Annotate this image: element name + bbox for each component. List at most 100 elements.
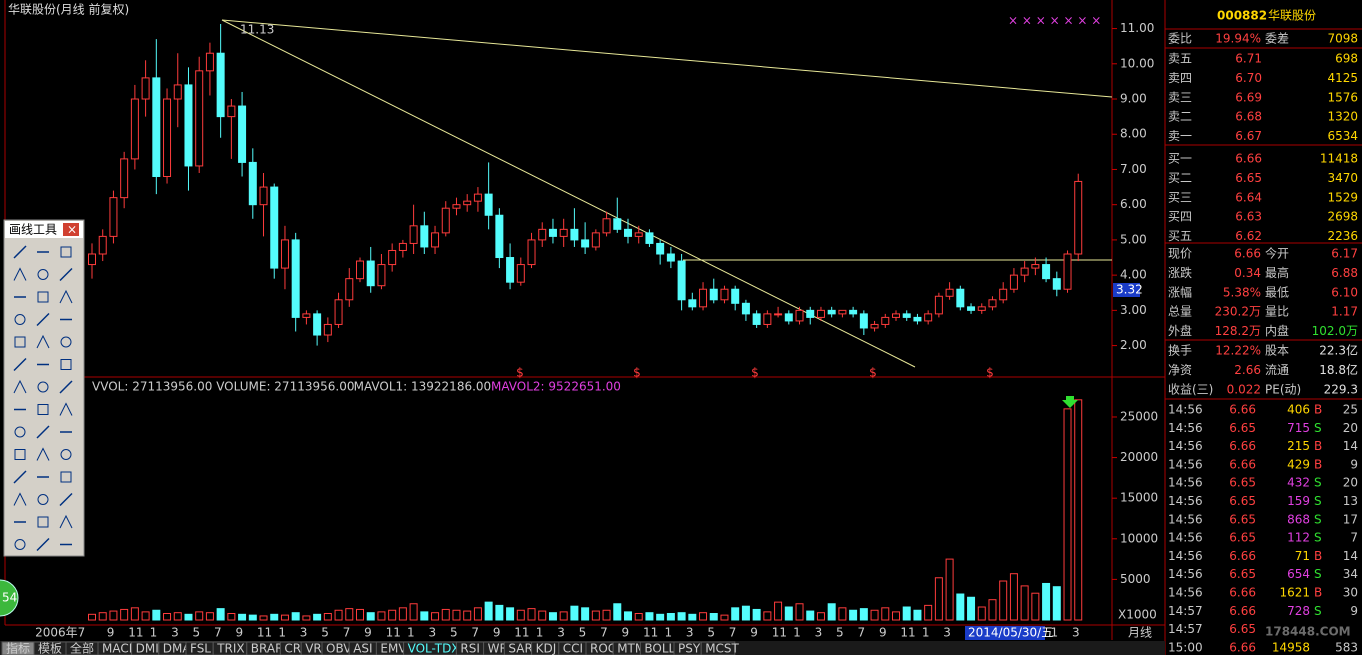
- volume-bar: [334, 609, 343, 621]
- volume-bar: [741, 605, 750, 621]
- volume-bar: [1052, 586, 1061, 621]
- top-marks: × × × × × × ×: [1008, 14, 1101, 28]
- tool-button[interactable]: [34, 310, 52, 329]
- quote-label: 流通: [1265, 363, 1289, 377]
- tool-button[interactable]: [57, 243, 75, 261]
- volume-bar: [656, 613, 665, 621]
- candle-body: [870, 323, 879, 329]
- y-tick-label: 5000: [1120, 572, 1151, 586]
- tool-button[interactable]: [11, 265, 29, 284]
- tick-side: B: [1314, 586, 1322, 600]
- quote-value: 2.66: [1234, 363, 1261, 377]
- candle-body: [902, 313, 911, 318]
- tool-button[interactable]: [57, 355, 75, 374]
- candle-body: [913, 316, 922, 322]
- tick-count: 9: [1350, 457, 1358, 471]
- tool-button[interactable]: [11, 378, 29, 396]
- tool-button[interactable]: [11, 288, 29, 306]
- tool-button[interactable]: [57, 288, 75, 306]
- tool-button[interactable]: [11, 468, 29, 486]
- tool-button[interactable]: [34, 400, 52, 419]
- toolbox-title: 画线工具: [9, 223, 57, 237]
- tool-button[interactable]: [11, 513, 29, 531]
- tick-price: 6.66: [1229, 457, 1256, 471]
- tool-button[interactable]: [34, 333, 52, 351]
- tool-button[interactable]: [57, 310, 75, 329]
- candle-body: [248, 161, 257, 206]
- candle-body: [441, 207, 450, 234]
- tool-button[interactable]: [57, 535, 75, 554]
- tool-button[interactable]: [11, 333, 29, 351]
- candle-body: [720, 288, 729, 301]
- tool-button[interactable]: [57, 468, 75, 486]
- quote-value: 0.022: [1227, 382, 1261, 396]
- tool-icon: [59, 380, 73, 394]
- tab[interactable]: [700, 641, 736, 655]
- tick-count: 14: [1343, 549, 1358, 563]
- quote-label: 涨幅: [1168, 284, 1192, 299]
- tool-button[interactable]: [11, 490, 29, 509]
- volume-bar: [548, 612, 557, 621]
- quote-value: 6.17: [1331, 247, 1358, 261]
- tool-button[interactable]: [57, 513, 75, 531]
- tool-grid: [11, 243, 75, 554]
- tool-button[interactable]: [57, 265, 75, 284]
- tool-button[interactable]: [57, 490, 75, 509]
- book-label: 买三: [1168, 190, 1192, 204]
- tool-button[interactable]: [57, 445, 75, 464]
- tool-button[interactable]: [11, 243, 29, 261]
- stock-code: 000882: [1217, 9, 1267, 23]
- tool-button[interactable]: [34, 535, 52, 554]
- dividend-mark: $: [516, 366, 524, 380]
- x-tick-label: 3: [943, 626, 951, 640]
- candle-body: [634, 232, 643, 237]
- tool-button[interactable]: [11, 423, 29, 441]
- tool-button[interactable]: [11, 355, 29, 374]
- tick-side: S: [1314, 567, 1322, 581]
- tool-button[interactable]: [57, 423, 75, 441]
- x-tick-label: 7: [858, 626, 866, 640]
- x-tick-label: 1: [536, 626, 544, 640]
- volume-bar: [1063, 408, 1072, 621]
- x-tick-label: 11: [257, 626, 272, 640]
- tool-button[interactable]: [11, 535, 29, 554]
- x-tick-label: 1: [1051, 626, 1059, 640]
- quote-value: 22.3亿: [1319, 343, 1358, 358]
- tool-button[interactable]: [34, 355, 52, 374]
- tool-button[interactable]: [11, 400, 29, 419]
- tool-button[interactable]: [34, 423, 52, 441]
- tool-button[interactable]: [57, 378, 75, 396]
- tool-button[interactable]: [34, 288, 52, 306]
- tab-label: WR: [488, 642, 508, 655]
- volume-bar: [1009, 573, 1018, 621]
- tool-button[interactable]: [11, 445, 29, 464]
- tool-bg: [57, 445, 75, 464]
- tool-button[interactable]: [34, 378, 52, 396]
- quote-value: 19.94%: [1215, 32, 1261, 46]
- tick-side: B: [1314, 549, 1322, 563]
- close-button[interactable]: [63, 223, 79, 236]
- tool-bg: [11, 445, 29, 464]
- tool-button[interactable]: [57, 333, 75, 351]
- tab-label: TRIX: [216, 642, 244, 655]
- candle-body: [313, 313, 322, 336]
- tool-bg: [11, 378, 29, 396]
- tool-button[interactable]: [34, 243, 52, 261]
- tick-time: 14:56: [1168, 403, 1203, 417]
- tool-button[interactable]: [34, 445, 52, 464]
- book-price: 6.66: [1235, 152, 1262, 166]
- volume-bar: [666, 613, 675, 621]
- tool-button[interactable]: [11, 310, 29, 329]
- toolbox[interactable]: 画线工具 ×: [3, 219, 85, 557]
- tool-button[interactable]: [34, 468, 52, 486]
- candle-body: [88, 253, 96, 266]
- tool-button[interactable]: [34, 265, 52, 284]
- x-tick-label: 5: [321, 626, 329, 640]
- volume-bar: [452, 609, 461, 621]
- tool-button[interactable]: [34, 513, 52, 531]
- tool-button[interactable]: [57, 400, 75, 419]
- volume-bar: [366, 612, 375, 621]
- tool-bg: [34, 445, 52, 464]
- tool-button[interactable]: [34, 490, 52, 509]
